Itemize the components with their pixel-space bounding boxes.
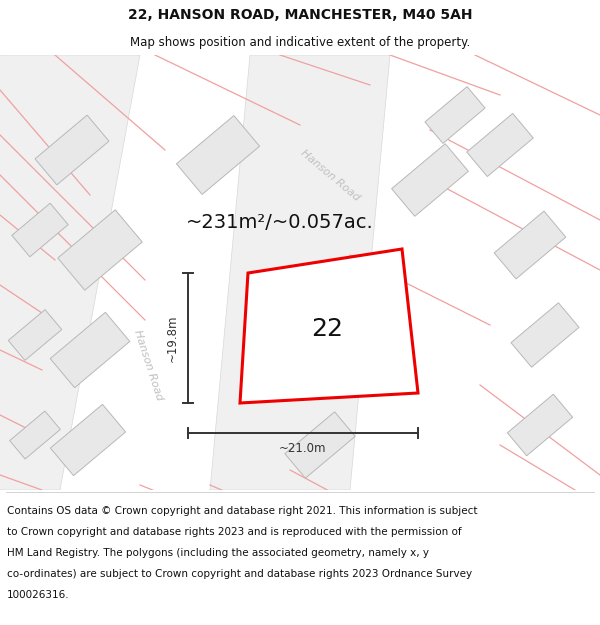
Text: Contains OS data © Crown copyright and database right 2021. This information is : Contains OS data © Crown copyright and d…	[7, 506, 478, 516]
Polygon shape	[467, 114, 533, 176]
Polygon shape	[8, 309, 62, 361]
Text: ~19.8m: ~19.8m	[166, 314, 179, 362]
Polygon shape	[210, 55, 390, 490]
Text: HM Land Registry. The polygons (including the associated geometry, namely x, y: HM Land Registry. The polygons (includin…	[7, 548, 429, 558]
Text: Hanson Road: Hanson Road	[132, 328, 164, 402]
Polygon shape	[58, 210, 142, 290]
Polygon shape	[0, 55, 140, 490]
Polygon shape	[176, 116, 260, 194]
Polygon shape	[392, 144, 469, 216]
Polygon shape	[285, 412, 355, 478]
Text: to Crown copyright and database rights 2023 and is reproduced with the permissio: to Crown copyright and database rights 2…	[7, 527, 462, 537]
Polygon shape	[494, 211, 566, 279]
Polygon shape	[50, 404, 125, 476]
Text: co-ordinates) are subject to Crown copyright and database rights 2023 Ordnance S: co-ordinates) are subject to Crown copyr…	[7, 569, 472, 579]
Polygon shape	[10, 411, 61, 459]
Text: 22, HANSON ROAD, MANCHESTER, M40 5AH: 22, HANSON ROAD, MANCHESTER, M40 5AH	[128, 8, 472, 22]
Polygon shape	[511, 303, 579, 367]
Text: 22: 22	[311, 318, 343, 341]
Text: Map shows position and indicative extent of the property.: Map shows position and indicative extent…	[130, 36, 470, 49]
Text: Hanson Road: Hanson Road	[299, 148, 361, 202]
Text: ~231m²/~0.057ac.: ~231m²/~0.057ac.	[186, 214, 374, 232]
Polygon shape	[425, 87, 485, 143]
Polygon shape	[240, 249, 418, 403]
Polygon shape	[12, 203, 68, 257]
Polygon shape	[508, 394, 572, 456]
Polygon shape	[35, 115, 109, 185]
Polygon shape	[311, 258, 389, 332]
Polygon shape	[50, 312, 130, 388]
Text: ~21.0m: ~21.0m	[279, 442, 327, 456]
Text: 100026316.: 100026316.	[7, 590, 70, 600]
